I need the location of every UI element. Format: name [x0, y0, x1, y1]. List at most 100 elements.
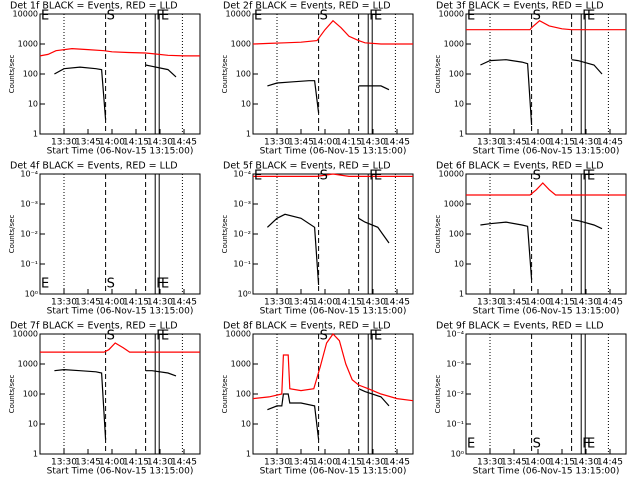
x-tick-label: 13:30	[51, 458, 77, 468]
y-tick-label: 10	[28, 100, 38, 109]
annotation: F	[156, 277, 163, 292]
x-tick-label: 13:30	[51, 298, 77, 308]
y-tick-label: 1000	[18, 40, 38, 49]
y-axis-label: Counts/sec	[221, 215, 229, 254]
chart-title: Det 1f BLACK = Events, RED = LLD	[10, 1, 178, 12]
x-tick-label: 14:30	[360, 138, 386, 148]
annotation: E	[254, 9, 262, 24]
annotation: F	[156, 329, 163, 344]
y-axis-label: Counts/sec	[221, 375, 229, 414]
annotation: E	[161, 277, 169, 292]
annotation: E	[374, 169, 382, 184]
y-tick-label: 100	[449, 70, 464, 79]
annotation: S	[533, 437, 541, 452]
annotation: S	[533, 169, 541, 184]
y-tick-label: 10⁰	[25, 290, 38, 299]
annotation: F	[369, 329, 376, 344]
x-tick-label: 14:15	[123, 138, 149, 148]
y-tick-label: 100	[23, 390, 38, 399]
y-tick-label: 1	[246, 450, 251, 459]
x-tick-label: 13:30	[51, 138, 77, 148]
series-line	[267, 80, 320, 114]
series-line	[358, 388, 390, 407]
x-tick-label: 14:30	[147, 458, 173, 468]
y-tick-label: 10	[28, 420, 38, 429]
y-tick-label: 10⁻¹	[446, 420, 464, 429]
x-axis-label: Start Time (06-Nov-15 13:15:00)	[260, 147, 407, 157]
y-tick-label: 1	[459, 130, 464, 139]
x-tick-label: 14:30	[573, 298, 599, 308]
x-axis-label: Start Time (06-Nov-15 13:15:00)	[260, 467, 407, 477]
y-tick-label: 100	[23, 70, 38, 79]
chart-title: Det 8f BLACK = Events, RED = LLD	[223, 321, 391, 332]
y-tick-label: 10⁻⁴	[233, 170, 251, 179]
x-axis-label: Start Time (06-Nov-15 13:15:00)	[47, 467, 194, 477]
x-tick-label: 14:45	[171, 458, 197, 468]
x-tick-label: 14:45	[597, 138, 623, 148]
annotation: S	[107, 277, 115, 292]
y-tick-label: 100	[449, 230, 464, 239]
annotation: E	[587, 9, 595, 24]
x-tick-label: 13:45	[501, 458, 527, 468]
x-tick-label: 14:30	[573, 458, 599, 468]
x-axis-label: Start Time (06-Nov-15 13:15:00)	[473, 147, 620, 157]
x-tick-label: 14:00	[99, 458, 125, 468]
y-tick-label: 1	[33, 450, 38, 459]
annotation: S	[107, 9, 115, 24]
annotation: E	[467, 9, 475, 24]
x-tick-label: 13:45	[288, 458, 314, 468]
x-tick-label: 14:30	[360, 298, 386, 308]
y-tick-label: 10⁻²	[446, 390, 464, 399]
x-tick-label: 14:45	[384, 298, 410, 308]
x-tick-label: 14:15	[336, 298, 362, 308]
y-axis-label: Counts/sec	[8, 55, 16, 94]
series-line	[466, 182, 626, 196]
chart-title: Det 5f BLACK = Events, RED = LLD	[223, 161, 391, 172]
y-tick-label: 10⁻²	[20, 230, 38, 239]
y-tick-label: 1000	[444, 40, 464, 49]
y-tick-label: 10⁻³	[446, 360, 464, 369]
annotation: E	[41, 9, 49, 24]
y-axis-label: Counts/sec	[434, 215, 442, 254]
x-tick-label: 14:00	[525, 138, 551, 148]
x-tick-label: 14:45	[171, 298, 197, 308]
y-axis-label: Counts/sec	[434, 375, 442, 414]
x-tick-label: 14:00	[312, 458, 338, 468]
y-tick-label: 10⁻³	[233, 200, 251, 209]
x-tick-label: 13:45	[501, 138, 527, 148]
series-line	[480, 59, 533, 126]
y-tick-label: 10000	[439, 170, 464, 179]
y-axis-label: Counts/sec	[221, 55, 229, 94]
series-line	[252, 19, 413, 45]
x-axis-label: Start Time (06-Nov-15 13:15:00)	[473, 467, 620, 477]
y-tick-label: 1	[459, 290, 464, 299]
annotation: F	[369, 169, 376, 184]
chart-title: Det 7f BLACK = Events, RED = LLD	[10, 321, 178, 332]
y-tick-label: 10	[241, 100, 251, 109]
y-tick-label: 10⁻⁴	[446, 330, 464, 339]
y-tick-label: 10⁻³	[20, 200, 38, 209]
x-tick-label: 14:30	[147, 298, 173, 308]
chart-title: Det 9f BLACK = Events, RED = LLD	[436, 321, 604, 332]
x-tick-label: 14:45	[597, 298, 623, 308]
y-tick-label: 10	[454, 260, 464, 269]
x-tick-label: 13:45	[75, 138, 101, 148]
x-tick-label: 14:00	[99, 138, 125, 148]
series-line	[54, 368, 107, 440]
annotation: E	[161, 9, 169, 24]
annotation: E	[587, 437, 595, 452]
y-tick-label: 10⁻⁴	[20, 170, 38, 179]
y-tick-label: 10⁰	[451, 450, 464, 459]
x-tick-label: 13:45	[501, 298, 527, 308]
x-tick-label: 14:15	[123, 298, 149, 308]
chart-title: Det 4f BLACK = Events, RED = LLD	[10, 161, 178, 172]
y-tick-label: 10	[454, 100, 464, 109]
x-tick-label: 13:45	[288, 298, 314, 308]
y-axis-label: Counts/sec	[8, 375, 16, 414]
x-axis-label: Start Time (06-Nov-15 13:15:00)	[260, 307, 407, 317]
x-tick-label: 14:00	[312, 138, 338, 148]
y-tick-label: 10⁻¹	[233, 260, 251, 269]
y-tick-label: 1000	[231, 360, 251, 369]
annotation: E	[254, 169, 262, 184]
series-line	[466, 19, 626, 31]
